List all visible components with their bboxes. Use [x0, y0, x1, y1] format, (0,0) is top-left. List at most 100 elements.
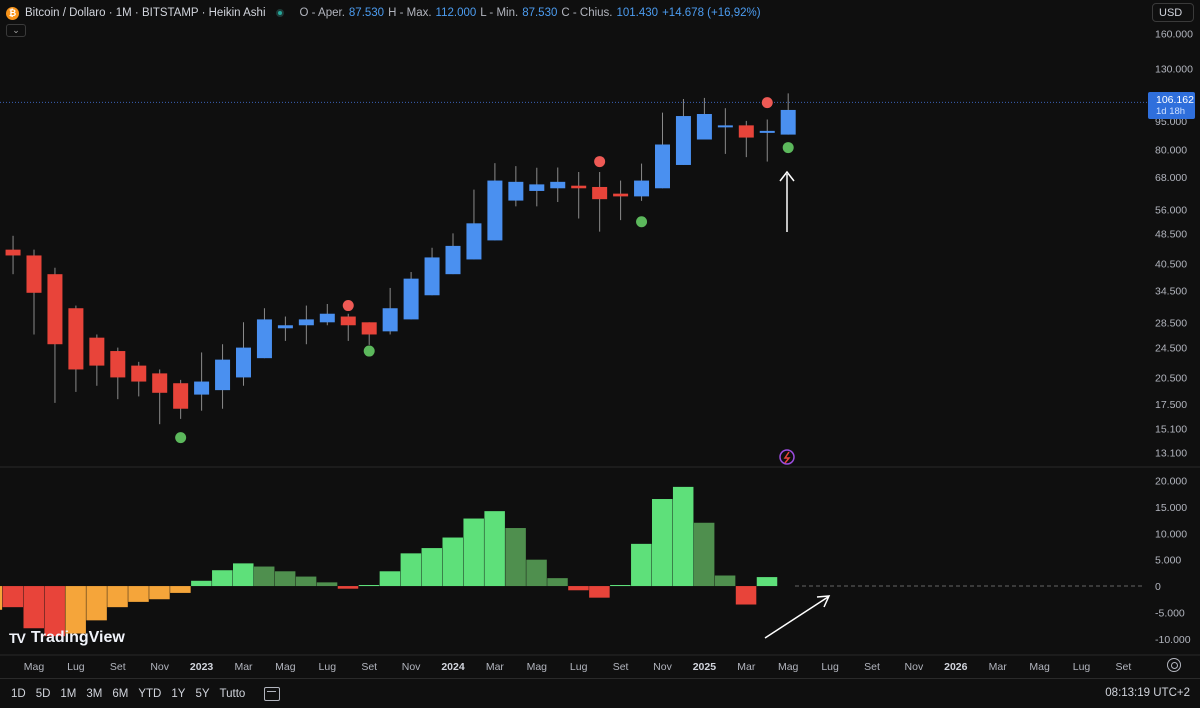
tradingview-logo[interactable]: TV TradingView	[9, 629, 125, 647]
up-arrow-annotation	[779, 170, 795, 232]
candle-body	[571, 185, 587, 189]
alert-icon[interactable]	[779, 449, 795, 465]
time-tick-label: Nov	[653, 661, 672, 673]
range-button[interactable]: 1Y	[171, 687, 186, 700]
calendar-icon[interactable]	[264, 686, 281, 701]
histogram-tick-label: 0	[1155, 581, 1161, 593]
tradingview-wordmark: TradingView	[30, 629, 125, 646]
candle-body	[466, 223, 482, 260]
histogram-bar	[693, 522, 715, 587]
range-button[interactable]: 3M	[86, 687, 103, 700]
low-label: L - Min.	[480, 7, 519, 19]
histogram-bar	[212, 570, 233, 587]
candle-body	[529, 184, 545, 191]
histogram-bar	[631, 543, 652, 587]
histogram-bar	[316, 582, 338, 587]
time-tick-label: Mar	[234, 661, 253, 673]
candle-body	[424, 257, 440, 296]
histogram-bar	[295, 576, 317, 587]
price-tick-label: 68.000	[1155, 172, 1187, 184]
candle-body	[68, 308, 84, 370]
histogram-bar	[714, 575, 736, 587]
histogram-tick-label: -10.000	[1155, 634, 1191, 646]
histogram-bar	[505, 528, 526, 587]
candle-body	[445, 245, 461, 275]
symbol-header[interactable]: ₿ Bitcoin / Dollaro · 1M · BITSTAMP · He…	[6, 4, 761, 22]
high-label: H - Max.	[388, 7, 432, 19]
range-button[interactable]: 1M	[60, 687, 77, 700]
time-tick-label: Lug	[570, 661, 588, 673]
time-tick-label: 2025	[693, 661, 717, 673]
time-tick-label: Mag	[778, 661, 799, 673]
buy-signal-dot	[175, 432, 187, 444]
candle-body	[550, 181, 566, 189]
histogram-bar	[170, 586, 191, 593]
gear-icon[interactable]	[1167, 658, 1181, 672]
histogram-bar	[400, 553, 422, 587]
clock[interactable]: 08:13:19 UTC+2	[1105, 687, 1190, 699]
time-tick-label: Mar	[486, 661, 505, 673]
change-value: +14.678 (+16,92%)	[662, 7, 761, 19]
candle-body	[5, 249, 21, 256]
histogram-bar	[652, 499, 673, 587]
histogram-bar	[0, 586, 3, 610]
time-tick-label: Nov	[905, 661, 924, 673]
price-axis: 160.000130.000110.00095.00080.00068.0005…	[1155, 29, 1193, 460]
histogram-bar	[756, 577, 778, 587]
time-tick-label: 2024	[441, 661, 465, 673]
histogram-bar	[735, 586, 757, 605]
time-axis: Mag Lug Set Nov 2023 Mar Mag Lug Set Nov 2024 Mar Ma…	[24, 661, 1132, 673]
chart-canvas[interactable]: 160.000130.000110.00095.00080.00068.0005…	[0, 0, 1200, 678]
currency-button[interactable]: USD	[1152, 3, 1194, 22]
histogram-bar	[149, 586, 170, 600]
buy-signal-dot	[363, 345, 375, 357]
bar-countdown: 1d 18h	[1156, 105, 1186, 117]
last-price-tag: 106.162 1d 18h	[1148, 92, 1195, 119]
candles-series[interactable]	[5, 93, 796, 425]
range-button[interactable]: YTD	[138, 687, 162, 700]
time-tick-label: Set	[613, 661, 629, 673]
time-range-group: 1D 5D 1M 3M 6M YTD 1Y 5Y Tutto	[6, 688, 250, 700]
histogram-bar	[442, 537, 463, 587]
symbol-title[interactable]: Bitcoin / Dollaro · 1M · BITSTAMP · Heik…	[25, 7, 266, 19]
candle-body	[592, 186, 608, 200]
market-status-icon[interactable]	[275, 9, 284, 17]
candle-body	[89, 337, 105, 366]
time-tick-label: Lug	[821, 661, 839, 673]
histogram-tick-label: 10.000	[1155, 528, 1187, 540]
time-tick-label: Set	[1116, 661, 1132, 673]
histogram-bar	[379, 571, 401, 587]
range-button[interactable]: 5Y	[195, 687, 210, 700]
time-tick-label: Nov	[402, 661, 421, 673]
histogram-tick-label: -5.000	[1155, 607, 1185, 619]
ohlc-values: O - Aper. 87.530 H - Max. 112.000 L - Min.…	[300, 7, 761, 19]
time-tick-label: Mar	[989, 661, 1008, 673]
candle-body	[340, 316, 356, 326]
range-button[interactable]: Tutto	[219, 687, 246, 700]
histogram-bar	[610, 585, 631, 587]
candle-body	[759, 130, 775, 133]
candle-body	[236, 347, 251, 378]
range-button[interactable]: 6M	[112, 687, 129, 700]
histogram-bar	[191, 580, 212, 587]
candle-body	[717, 125, 733, 128]
collapse-legend-button[interactable]: ⌄	[6, 24, 26, 37]
sell-signal-dot	[761, 97, 773, 109]
price-tick-label: 48.500	[1155, 228, 1187, 240]
buy-signal-dot	[782, 142, 794, 154]
histogram-bar	[23, 586, 44, 629]
range-button[interactable]: 5D	[35, 687, 51, 700]
price-tick-label: 56.000	[1155, 204, 1187, 216]
close-label: C - Chius.	[561, 7, 613, 19]
candle-body	[256, 319, 272, 359]
histogram-bar	[86, 586, 107, 621]
sell-signal-dot	[342, 300, 354, 312]
candle-body	[26, 255, 42, 293]
range-button[interactable]: 1D	[11, 687, 26, 700]
histogram-series[interactable]	[0, 486, 778, 637]
price-tick-label: 15.100	[1155, 424, 1187, 436]
candle-body	[277, 325, 293, 329]
time-tick-label: Lug	[319, 661, 337, 673]
histogram-bar	[233, 563, 254, 587]
last-price-value: 106.162	[1156, 93, 1194, 106]
